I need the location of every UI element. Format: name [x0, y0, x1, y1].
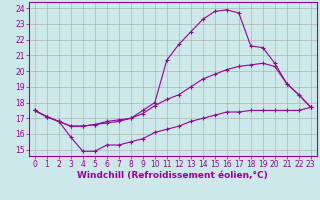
X-axis label: Windchill (Refroidissement éolien,°C): Windchill (Refroidissement éolien,°C): [77, 171, 268, 180]
